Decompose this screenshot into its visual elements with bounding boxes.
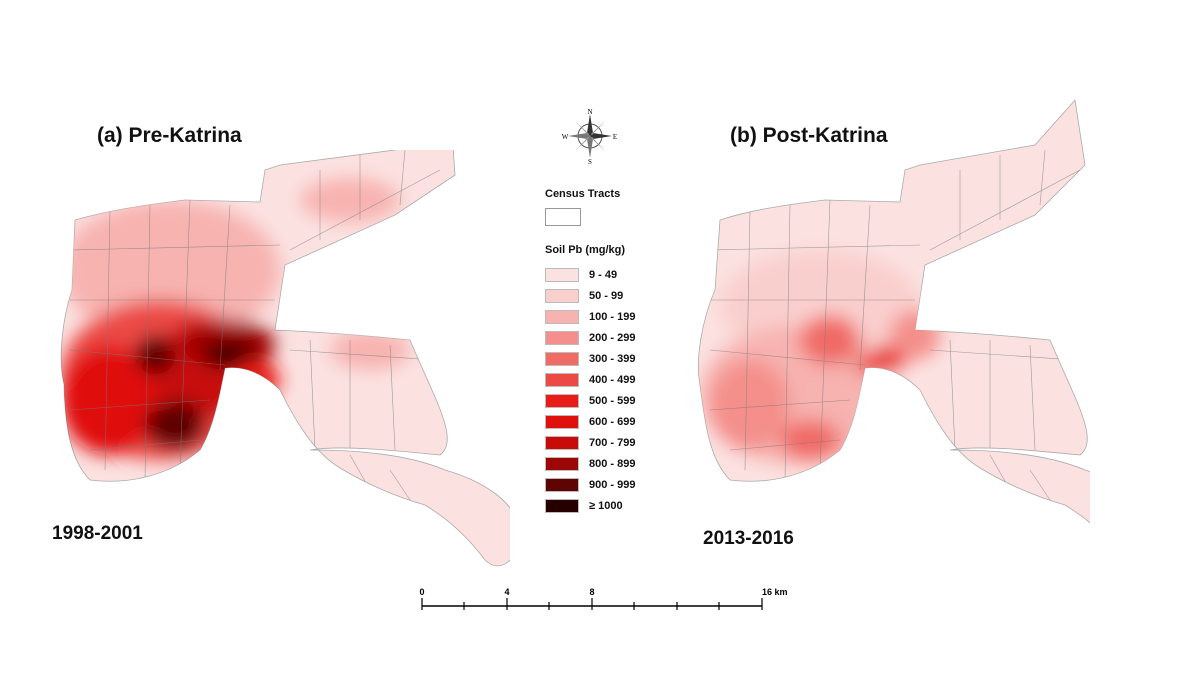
legend-class-label: 600 - 699: [589, 415, 636, 428]
compass-rose: N S W E: [562, 108, 617, 164]
scale-bar: 0 4 8 16 km: [419, 587, 788, 610]
scale-tick-8: 8: [589, 587, 594, 597]
compass-e: E: [613, 133, 617, 141]
panel-a-title: (a) Pre-Katrina: [97, 124, 242, 147]
legend-class-row: 50 - 99: [545, 285, 685, 306]
legend-class-swatch: [545, 393, 579, 408]
scale-tick-4: 4: [504, 587, 509, 597]
legend-class-row: 800 - 899: [545, 453, 685, 474]
legend-class-swatch: [545, 477, 579, 492]
legend-classes: 9 - 49 50 - 99 100 - 199 200 - 299 300 - 399…: [545, 264, 685, 516]
legend-class-label: 9 - 49: [589, 268, 618, 281]
compass-s: S: [588, 158, 592, 164]
legend-class-label: 500 - 599: [589, 394, 636, 407]
legend-class-label: ≥ 1000: [589, 499, 623, 512]
legend: Census Tracts Soil Pb (mg/kg) 9 - 49 50 -…: [545, 188, 685, 516]
legend-class-swatch: [545, 456, 579, 471]
legend-class-row: 700 - 799: [545, 432, 685, 453]
legend-class-swatch: [545, 288, 579, 303]
legend-class-swatch: [545, 498, 579, 513]
legend-class-row: 9 - 49: [545, 264, 685, 285]
legend-class-row: 600 - 699: [545, 411, 685, 432]
map-pre-katrina: [60, 150, 510, 567]
panel-b-period: 2013-2016: [703, 528, 794, 549]
legend-class-label: 50 - 99: [589, 289, 624, 302]
legend-tracts-title: Census Tracts: [545, 188, 621, 200]
legend-tracts-swatch: [545, 208, 581, 226]
legend-class-label: 100 - 199: [589, 310, 636, 323]
legend-class-label: 900 - 999: [589, 478, 636, 491]
legend-class-swatch: [545, 351, 579, 366]
legend-pb-title: Soil Pb (mg/kg): [545, 244, 626, 256]
legend-class-row: 900 - 999: [545, 474, 685, 495]
legend-class-row: 100 - 199: [545, 306, 685, 327]
legend-class-swatch: [545, 435, 579, 450]
legend-class-row: 400 - 499: [545, 369, 685, 390]
compass-w: W: [562, 133, 569, 141]
legend-class-label: 700 - 799: [589, 436, 636, 449]
legend-class-row: 500 - 599: [545, 390, 685, 411]
legend-class-label: 200 - 299: [589, 331, 636, 344]
legend-class-label: 800 - 899: [589, 457, 636, 470]
scale-tick-0: 0: [419, 587, 424, 597]
compass-n: N: [587, 108, 592, 116]
map-post-katrina: [697, 99, 1090, 524]
legend-class-swatch: [545, 372, 579, 387]
legend-class-row: ≥ 1000: [545, 495, 685, 516]
scale-tick-16: 16 km: [762, 587, 788, 597]
legend-class-row: 200 - 299: [545, 327, 685, 348]
panel-a-period: 1998-2001: [52, 523, 143, 544]
legend-class-label: 400 - 499: [589, 373, 636, 386]
legend-class-swatch: [545, 330, 579, 345]
legend-class-swatch: [545, 267, 579, 282]
legend-class-row: 300 - 399: [545, 348, 685, 369]
legend-class-swatch: [545, 414, 579, 429]
legend-class-swatch: [545, 309, 579, 324]
panel-b-title: (b) Post-Katrina: [730, 124, 888, 147]
legend-class-label: 300 - 399: [589, 352, 636, 365]
